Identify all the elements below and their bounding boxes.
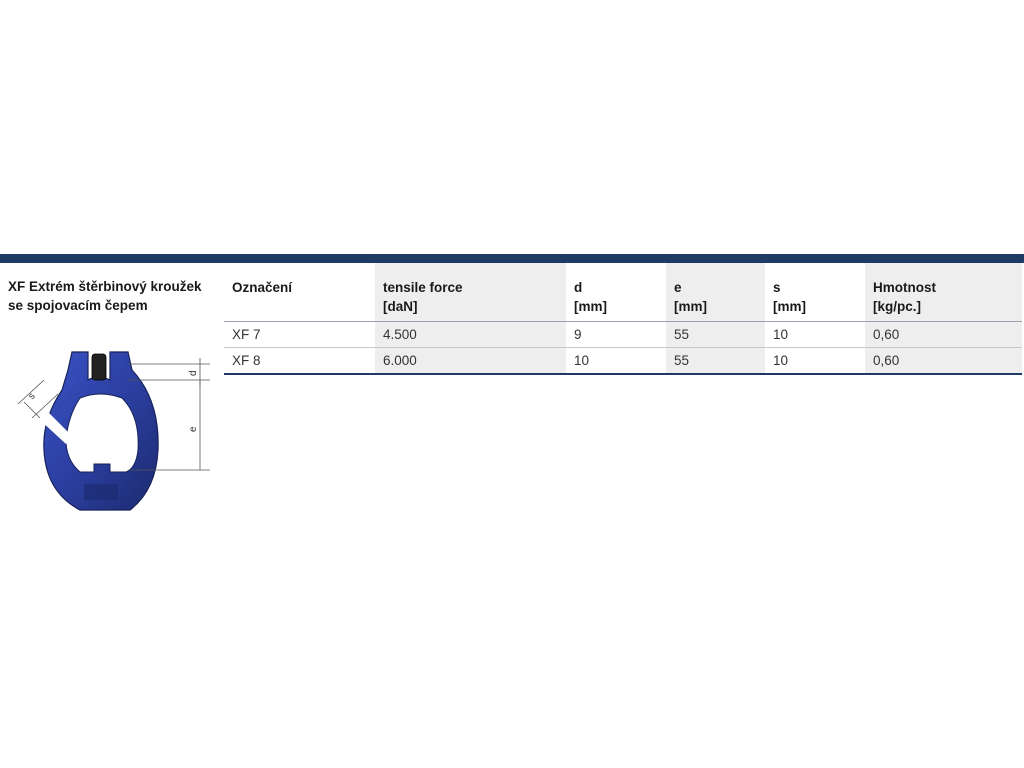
- table-bottom-border: [224, 373, 1022, 375]
- column-header-tensile-force-line-1: tensile force: [383, 280, 463, 295]
- column-header-d: d [mm]: [566, 263, 666, 321]
- column-header-d-line-2: [mm]: [574, 299, 607, 314]
- cell-d: 9: [574, 327, 582, 342]
- cell-designation: XF 7: [232, 327, 261, 342]
- column-header-designation-line-1: Označení: [232, 280, 293, 295]
- column-header-weight-line-1: Hmotnost: [873, 280, 936, 295]
- column-header-s-line-1: s: [773, 280, 781, 295]
- column-header-tensile-force: tensile force [daN]: [375, 263, 566, 321]
- column-header-e-line-1: e: [674, 280, 682, 295]
- table-row: XF 7 4.500 9 55 10 0,60: [224, 322, 1022, 347]
- top-accent-bar: [0, 254, 1024, 263]
- cell-weight: 0,60: [865, 348, 1022, 373]
- product-title-line-1: XF Extrém štěrbinový kroužek: [8, 279, 202, 294]
- column-header-designation: Označení: [224, 263, 375, 321]
- table-row: XF 8 6.000 10 55 10 0,60: [224, 348, 1022, 373]
- column-header-weight: Hmotnost [kg/pc.]: [865, 263, 1022, 321]
- row-divider: [224, 347, 1022, 348]
- dimension-label-e: e: [188, 426, 199, 432]
- column-header-s-line-2: [mm]: [773, 299, 806, 314]
- cell-d: 10: [574, 353, 590, 368]
- cell-e: 55: [666, 348, 765, 373]
- cell-s: 10: [773, 327, 789, 342]
- cell-e: 55: [666, 322, 765, 347]
- column-header-d-line-1: d: [574, 280, 583, 295]
- column-header-s: s [mm]: [765, 263, 865, 321]
- cell-tensile-force: 6.000: [375, 348, 566, 373]
- cell-tensile-force: 4.500: [375, 322, 566, 347]
- header-divider: [224, 321, 1022, 322]
- product-title: XF Extrém štěrbinový kroužek se spojovac…: [8, 277, 228, 315]
- cell-weight: 0,60: [865, 322, 1022, 347]
- column-header-tensile-force-line-2: [daN]: [383, 299, 418, 314]
- column-header-weight-line-2: [kg/pc.]: [873, 299, 922, 314]
- dimension-label-s: s: [26, 391, 37, 402]
- dimension-label-d: d: [188, 370, 199, 376]
- coupling-link-icon: d e s: [17, 351, 210, 511]
- column-header-e: e [mm]: [666, 263, 765, 321]
- column-header-e-line-2: [mm]: [674, 299, 707, 314]
- cell-s: 10: [773, 353, 789, 368]
- cell-designation: XF 8: [232, 353, 261, 368]
- product-title-line-2: se spojovacím čepem: [8, 298, 148, 313]
